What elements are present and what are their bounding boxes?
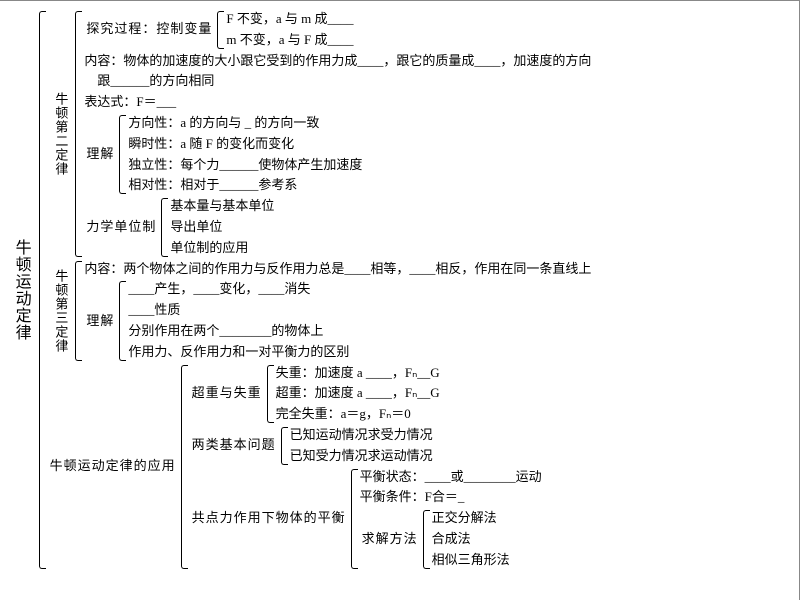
czsz-line-3: 完全失重：a＝g，Fₙ＝0 (276, 404, 440, 425)
root-body: 牛顿第二定律 探究过程：控制变量 F 不变，a 与 m 成____ m 不变，a… (46, 9, 592, 571)
law2-bracket (72, 9, 82, 259)
lijie3-line-4: 作用力、反作用力和一对平衡力的区别 (128, 342, 349, 363)
app-label: 牛顿运动定律的应用 (48, 363, 178, 571)
biaodashi-line: 表达式：F＝___ (84, 92, 591, 113)
neirong-line-1a: 内容：物体的加速度的大小跟它受到的作用力成____，跟它的质量成____，加速度… (84, 51, 591, 72)
app-body: 超重与失重 失重：加速度 a ____，Fₙ__G 超重：加速度 a ____，… (188, 363, 542, 571)
tanjiu-line-2: m 不变，a 与 F 成____ (226, 30, 353, 51)
gdl-group: 共点力作用下物体的平衡 平衡状态：____或________运动 平衡条件：F合… (190, 467, 542, 571)
gdl-bracket (348, 467, 358, 571)
lijie3-bracket (116, 279, 126, 362)
qjff-line-1: 正交分解法 (432, 508, 510, 529)
lixue-line-3: 单位制的应用 (170, 238, 274, 259)
lixue-line-2: 导出单位 (170, 217, 274, 238)
law3-body: 内容：两个物体之间的作用力与反作用力总是____相等，____相反，作用在同一条… (82, 259, 591, 363)
lixue-group: 力学单位制 基本量与基本单位 导出单位 单位制的应用 (84, 196, 591, 258)
lijie3-line-2: ____性质 (128, 300, 349, 321)
gdl-line-1: 平衡状态：____或________运动 (360, 467, 542, 488)
czsz-line-1: 失重：加速度 a ____，Fₙ__G (276, 363, 440, 384)
czsz-label: 超重与失重 (190, 363, 264, 425)
lijie3-group: 理解 ____产生，____变化，____消失 ____性质 分别作用在两个__… (84, 279, 591, 362)
qjff-group: 求解方法 正交分解法 合成法 相似三角形法 (360, 508, 542, 570)
lixue-bracket (158, 196, 168, 258)
root-bracket (36, 9, 46, 571)
lijie2-line-3: 独立性：每个力______使物体产生加速度 (128, 155, 362, 176)
law3-label: 牛顿第三定律 (48, 259, 73, 363)
lijie3-body: ____产生，____变化，____消失 ____性质 分别作用在两个_____… (126, 279, 349, 362)
lijie2-line-4: 相对性：相对于______参考系 (128, 175, 362, 196)
liangl-group: 两类基本问题 已知运动情况求受力情况 已知受力情况求运动情况 (190, 425, 542, 467)
neirong3-line: 内容：两个物体之间的作用力与反作用力总是____相等，____相反，作用在同一条… (84, 259, 591, 280)
law3-group: 牛顿第三定律 内容：两个物体之间的作用力与反作用力总是____相等，____相反… (48, 259, 592, 363)
tanjiu-bracket (214, 9, 224, 51)
czsz-body: 失重：加速度 a ____，Fₙ__G 超重：加速度 a ____，Fₙ__G … (274, 363, 440, 425)
app-bracket (178, 363, 188, 571)
liangl-bracket (278, 425, 288, 467)
qjff-bracket (420, 508, 430, 570)
liangl-body: 已知运动情况求受力情况 已知受力情况求运动情况 (288, 425, 433, 467)
qjff-body: 正交分解法 合成法 相似三角形法 (430, 508, 510, 570)
qjff-line-3: 相似三角形法 (432, 550, 510, 571)
tanjiu-line-1: F 不变，a 与 m 成____ (226, 9, 353, 30)
lixue-body: 基本量与基本单位 导出单位 单位制的应用 (168, 196, 274, 258)
lijie2-group: 理解 方向性：a 的方向与 _ 的方向一致 瞬时性：a 随 F 的变化而变化 独… (84, 113, 591, 196)
root-group: 牛顿运动定律 牛顿第二定律 探究过程：控制变量 F 不变，a 与 m 成____… (6, 9, 793, 571)
lijie2-line-1: 方向性：a 的方向与 _ 的方向一致 (128, 113, 362, 134)
lijie2-body: 方向性：a 的方向与 _ 的方向一致 瞬时性：a 随 F 的变化而变化 独立性：… (126, 113, 362, 196)
liangl-label: 两类基本问题 (190, 425, 278, 467)
qjff-label: 求解方法 (360, 508, 420, 570)
czsz-group: 超重与失重 失重：加速度 a ____，Fₙ__G 超重：加速度 a ____，… (190, 363, 542, 425)
lijie3-line-3: 分别作用在两个________的物体上 (128, 321, 349, 342)
lijie2-bracket (116, 113, 126, 196)
gdl-line-2: 平衡条件：F合＝_ (360, 487, 542, 508)
lijie2-line-2: 瞬时性：a 随 F 的变化而变化 (128, 134, 362, 155)
liangl-line-2: 已知受力情况求运动情况 (290, 446, 433, 467)
neirong-line-1b: 跟______的方向相同 (84, 71, 591, 92)
lixue-label: 力学单位制 (84, 196, 158, 258)
tanjiu-label: 探究过程：控制变量 (84, 9, 214, 51)
lixue-line-1: 基本量与基本单位 (170, 196, 274, 217)
liangl-line-1: 已知运动情况求受力情况 (290, 425, 433, 446)
tanjiu-body: F 不变，a 与 m 成____ m 不变，a 与 F 成____ (224, 9, 353, 51)
gdl-label: 共点力作用下物体的平衡 (190, 467, 348, 571)
lijie3-line-1: ____产生，____变化，____消失 (128, 279, 349, 300)
lijie3-label: 理解 (84, 279, 116, 362)
gdl-body: 平衡状态：____或________运动 平衡条件：F合＝_ 求解方法 正交分解… (358, 467, 542, 571)
czsz-bracket (264, 363, 274, 425)
lijie2-label: 理解 (84, 113, 116, 196)
app-group: 牛顿运动定律的应用 超重与失重 失重：加速度 a ____，Fₙ__G 超重：加… (48, 363, 592, 571)
tanjiu-group: 探究过程：控制变量 F 不变，a 与 m 成____ m 不变，a 与 F 成_… (84, 9, 591, 51)
law2-group: 牛顿第二定律 探究过程：控制变量 F 不变，a 与 m 成____ m 不变，a… (48, 9, 592, 259)
qjff-line-2: 合成法 (432, 529, 510, 550)
root-label: 牛顿运动定律 (6, 9, 36, 571)
law2-label: 牛顿第二定律 (48, 9, 73, 259)
law3-bracket (72, 259, 82, 363)
law2-body: 探究过程：控制变量 F 不变，a 与 m 成____ m 不变，a 与 F 成_… (82, 9, 591, 259)
czsz-line-2: 超重：加速度 a ____，Fₙ__G (276, 383, 440, 404)
